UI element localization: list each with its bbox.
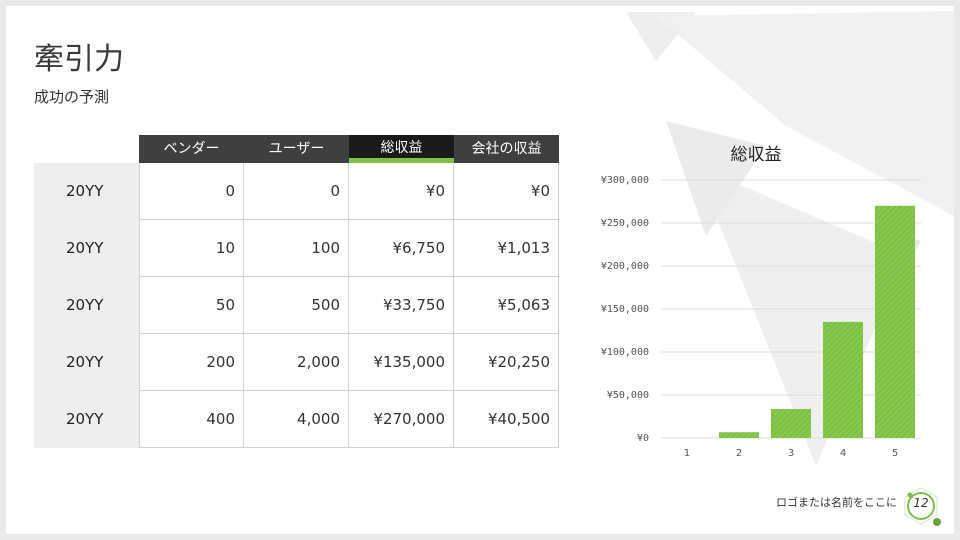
slide-title: 牽引力 [34,42,124,77]
table-row: 20YY 200 2,000 ¥135,000 ¥20,250 [34,334,562,391]
revenue-bar-chart: ¥0 ¥50,000 ¥100,000 ¥150,000 ¥200,000 ¥250,00… [601,175,921,459]
page-number: 12 [913,496,929,510]
footer-logo-text: ロゴまたは名前をここに [776,496,897,509]
slide: 牽引力 成功の予測 ベンダー ユーザー 総収益 会社の収益 20YY 0 0 ¥… [6,6,954,534]
traction-table: ベンダー ユーザー 総収益 会社の収益 20YY 0 0 ¥0 ¥0 20YY … [34,135,562,448]
table-header-row: ベンダー ユーザー 総収益 会社の収益 [139,135,562,163]
table-cell: ¥6,750 [349,220,454,277]
x-tick-label: 5 [892,448,898,459]
row-label: 20YY [34,334,139,391]
table-cell: 2,000 [244,334,349,391]
y-tick-label: ¥0 [637,433,649,444]
bar [822,321,864,438]
chart-title: 総収益 [730,145,782,165]
row-label: 20YY [34,163,139,220]
y-tick-label: ¥100,000 [601,347,649,358]
y-tick-label: ¥200,000 [601,261,649,272]
x-tick-label: 3 [788,448,794,459]
table-cell: 10 [139,220,244,277]
table-cell: ¥20,250 [454,334,559,391]
row-label: 20YY [34,277,139,334]
table-cell: ¥0 [454,163,559,220]
row-label: 20YY [34,220,139,277]
table-row: 20YY 50 500 ¥33,750 ¥5,063 [34,277,562,334]
table-cell: 100 [244,220,349,277]
x-tick-label: 4 [840,448,846,459]
header-company-revenue: 会社の収益 [454,135,559,163]
y-tick-label: ¥250,000 [601,218,649,229]
page-number-badge [904,487,941,526]
table-cell: ¥0 [349,163,454,220]
bar [718,432,760,438]
table-cell: 200 [139,334,244,391]
table-cell: 0 [139,163,244,220]
header-total-revenue: 総収益 [349,135,454,163]
bar [874,205,916,438]
table-row: 20YY 0 0 ¥0 ¥0 [34,163,562,220]
table-cell: 0 [244,163,349,220]
row-label: 20YY [34,391,139,448]
table-cell: 400 [139,391,244,448]
table-row: 20YY 400 4,000 ¥270,000 ¥40,500 [34,391,562,448]
x-tick-label: 1 [684,448,690,459]
slide-subtitle: 成功の予測 [34,88,110,106]
table-row: 20YY 10 100 ¥6,750 ¥1,013 [34,220,562,277]
y-tick-label: ¥300,000 [601,175,649,186]
table-cell: ¥40,500 [454,391,559,448]
table-cell: 50 [139,277,244,334]
y-tick-label: ¥150,000 [601,304,649,315]
table-cell: 4,000 [244,391,349,448]
table-cell: ¥1,013 [454,220,559,277]
bar [770,408,812,438]
y-tick-label: ¥50,000 [607,390,649,401]
table-cell: ¥33,750 [349,277,454,334]
table-cell: 500 [244,277,349,334]
table-cell: ¥135,000 [349,334,454,391]
table-cell: ¥270,000 [349,391,454,448]
header-users: ユーザー [244,135,349,163]
table-cell: ¥5,063 [454,277,559,334]
x-tick-label: 2 [736,448,742,459]
header-vendors: ベンダー [139,135,244,163]
